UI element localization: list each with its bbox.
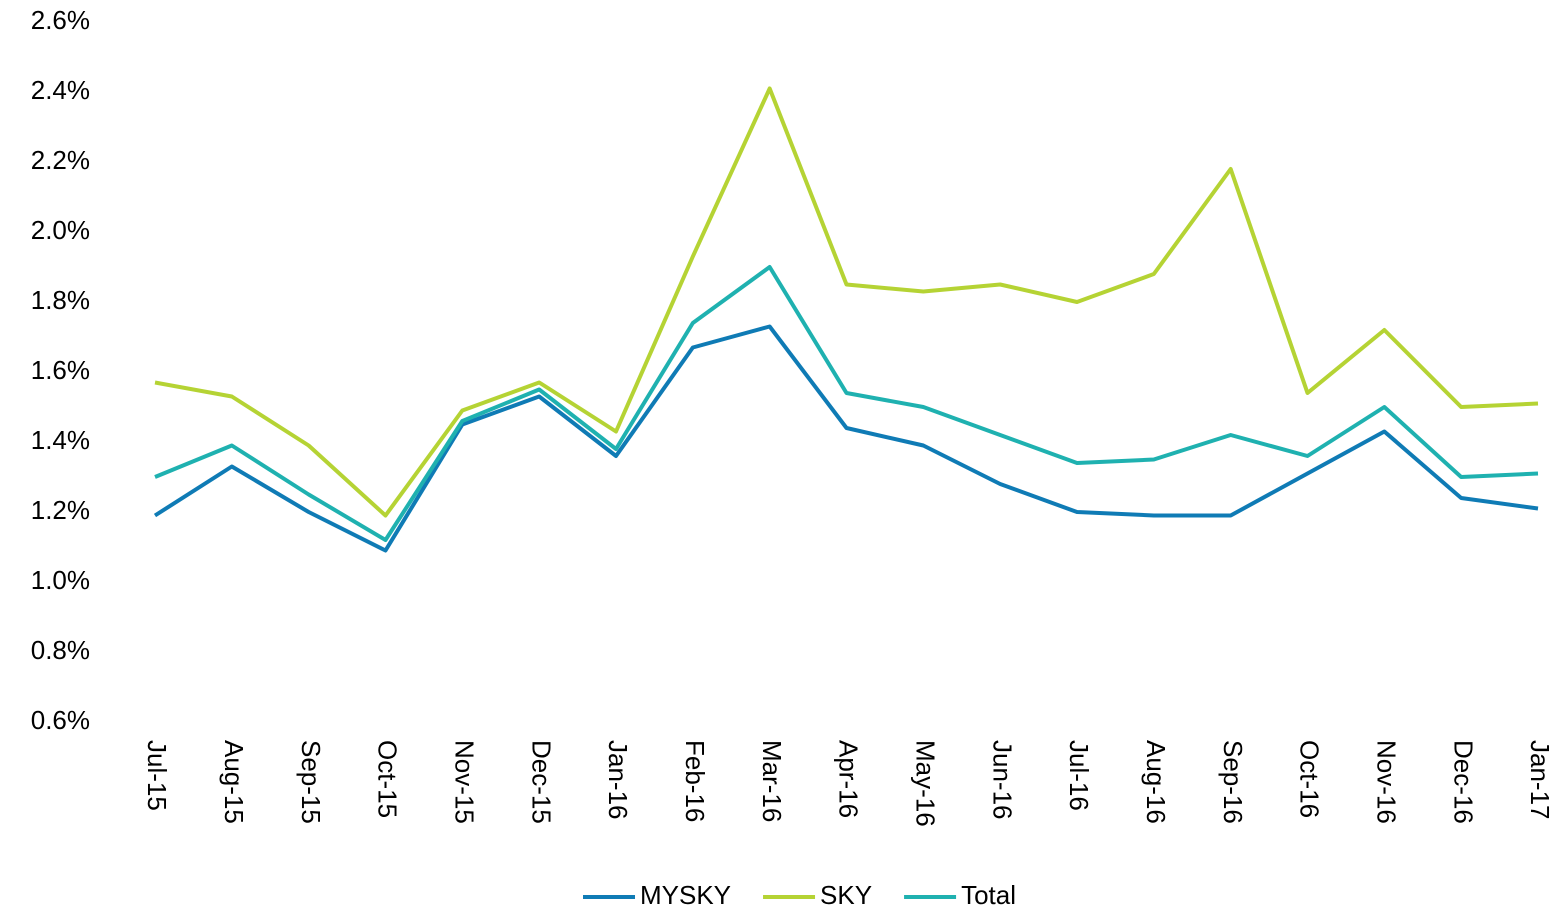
line-series <box>154 265 1539 542</box>
x-tick-label: Feb-16 <box>680 740 710 822</box>
x-tick-label: Dec-16 <box>1448 740 1478 824</box>
x-tick-label: Jul-15 <box>142 740 172 811</box>
x-tick-label: Aug-15 <box>219 740 249 824</box>
x-tick-label: Aug-16 <box>1141 740 1171 824</box>
x-tick-label: Sep-16 <box>1218 740 1248 824</box>
x-tick-label: Oct-16 <box>1295 740 1325 818</box>
y-tick-label: 2.6% <box>31 5 90 35</box>
y-tick-label: 1.6% <box>31 355 90 385</box>
legend-label: MYSKY <box>640 880 731 910</box>
y-tick-label: 2.0% <box>31 215 90 245</box>
x-tick-label: Apr-16 <box>834 740 864 818</box>
line-series <box>153 324 1539 553</box>
x-tick-label: May-16 <box>910 740 940 827</box>
legend-label: Total <box>961 880 1016 910</box>
y-tick-label: 1.8% <box>31 285 90 315</box>
y-tick-label: 0.8% <box>31 635 90 665</box>
line-series <box>154 86 1539 518</box>
y-tick-label: 1.4% <box>31 425 90 455</box>
y-tick-label: 1.2% <box>31 495 90 525</box>
y-tick-label: 0.6% <box>31 705 90 735</box>
y-tick-label: 1.0% <box>31 565 90 595</box>
x-tick-label: Oct-15 <box>373 740 403 818</box>
x-tick-label: Mar-16 <box>757 740 787 822</box>
x-tick-label: Sep-15 <box>296 740 326 824</box>
x-tick-label: Jul-16 <box>1064 740 1094 811</box>
x-tick-label: Dec-15 <box>526 740 556 824</box>
x-tick-label: Nov-16 <box>1371 740 1401 824</box>
y-tick-label: 2.4% <box>31 75 90 105</box>
x-tick-label: Jan-17 <box>1525 740 1555 820</box>
x-tick-label: Jun-16 <box>987 740 1017 820</box>
y-tick-label: 2.2% <box>31 145 90 175</box>
legend-label: SKY <box>820 880 872 910</box>
x-tick-label: Nov-15 <box>449 740 479 824</box>
x-tick-label: Jan-16 <box>603 740 633 820</box>
